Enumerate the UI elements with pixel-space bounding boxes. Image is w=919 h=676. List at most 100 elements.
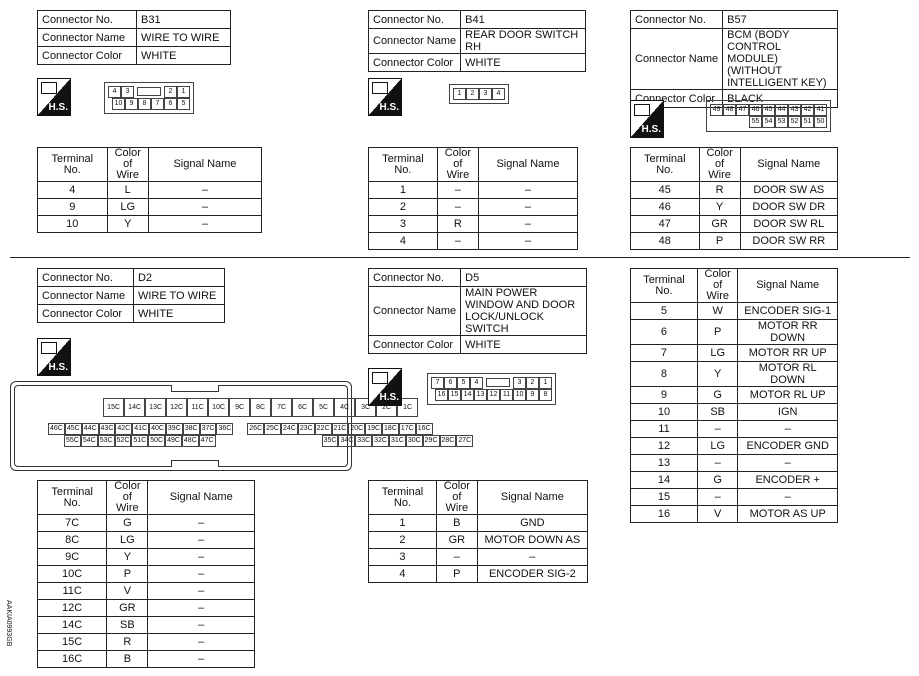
signal-name: –	[147, 633, 255, 651]
pin-row: 46C 45C 44C 43C 42C 41C 40C 39C 38C 37C 36C 26C 25C 2…	[48, 423, 473, 435]
connector-face-d2: 15C 14C 13C 12C 11C 10C 9C 8C 7C 6C 5C 4C 3C 2C 1C 46C 4…	[48, 398, 474, 447]
connector-name: WIRE TO WIRE	[136, 28, 231, 47]
signal-name: DOOR SW RR	[739, 232, 839, 250]
terminal-number: 4	[368, 232, 438, 250]
connector-info-label: Connector Name	[367, 286, 462, 336]
wire-color: W	[696, 302, 739, 320]
connector-pin: 7	[431, 377, 444, 389]
connector-pin: 13C	[145, 398, 167, 417]
pin-row: 16 15 14 13 12 11 10 9 8	[431, 389, 552, 401]
hs-label: H.S.	[48, 362, 68, 373]
table-row: 12C GR –	[36, 599, 255, 617]
connector-pin: 17C	[398, 423, 416, 435]
signal-name: –	[147, 582, 255, 600]
connector-pin: 30C	[405, 435, 423, 447]
connector-pin: 19C	[365, 423, 383, 435]
connector-pin: 53C	[97, 435, 115, 447]
signal-name: MOTOR RL DOWN	[737, 361, 838, 387]
connector-pin: 5C	[313, 398, 335, 417]
wire-color: –	[696, 420, 739, 438]
connector-color: WHITE	[136, 46, 231, 65]
connector-pin: 42	[801, 104, 814, 116]
connector-pin: 18C	[382, 423, 399, 435]
connector-pin: 9	[526, 389, 539, 401]
wire-color: Y	[696, 361, 739, 387]
signal-name: MOTOR AS UP	[737, 505, 838, 523]
terminal-number: 10	[630, 403, 698, 421]
connector-pin: 3	[121, 86, 134, 98]
terminal-table-d2: Terminal No. Color of Wire Signal Name 7C G –…	[36, 480, 255, 668]
connector-pin: 49	[710, 104, 723, 116]
table-row: 47 GR DOOR SW RL	[630, 215, 839, 233]
terminal-number: 45	[630, 181, 700, 199]
wire-color: G	[696, 471, 739, 489]
connector-face-d5: 7 6 5 4 3 2 1 16 15 14 13 12 11 10 9 8	[427, 373, 556, 405]
connector-info-label: Connector No.	[367, 10, 462, 29]
table-header-row: Terminal No. Color of Wire Signal Name	[368, 147, 579, 182]
wire-color: GR	[435, 531, 478, 549]
terminal-number: 8	[630, 361, 698, 387]
signal-name: –	[147, 616, 255, 634]
connector-pin: 13	[474, 389, 487, 401]
terminal-number: 13	[630, 454, 698, 472]
terminal-table-b31: Terminal No. Color of Wire Signal Name 4 L –9…	[37, 147, 263, 233]
connector-pin: 51	[801, 116, 814, 128]
connector-pin: 6C	[292, 398, 314, 417]
signal-name: DOOR SW RL	[739, 215, 839, 233]
header-terminal-no: Terminal No.	[630, 268, 698, 303]
connector-pin: 44	[775, 104, 788, 116]
terminal-number: 9	[630, 386, 698, 404]
header-signal-name: Signal Name	[477, 147, 579, 182]
connector-pin: 8C	[250, 398, 272, 417]
terminal-number: 48	[630, 232, 700, 250]
connector-pin: 53	[775, 116, 788, 128]
connector-pin: 9C	[229, 398, 251, 417]
signal-name: GND	[476, 514, 589, 532]
connector-info-row: Connector No. B57	[629, 10, 838, 29]
connector-info-label: Connector Color	[367, 53, 462, 72]
pin-row: 55 54 53 52 51 50	[710, 116, 827, 128]
connector-pin: 8	[539, 389, 552, 401]
connector-pin: 48	[723, 104, 736, 116]
connector-pin: 3	[479, 88, 492, 100]
connector-pin: 4C	[334, 398, 356, 417]
connector-pin: 10	[112, 98, 125, 110]
header-signal-name: Signal Name	[147, 480, 255, 515]
table-row: 9C Y –	[36, 548, 255, 566]
wire-color: GR	[106, 599, 149, 617]
wire-color: L	[106, 181, 149, 199]
signal-name: –	[147, 198, 263, 216]
connector-pin: 1C	[397, 398, 419, 417]
connector-pin: 32C	[372, 435, 389, 447]
signal-name: –	[477, 215, 579, 233]
connector-face-b31: 4 3 2 1 10 9 8 7 6 5	[104, 82, 194, 114]
wire-color: –	[696, 488, 739, 506]
connector-number: D5	[460, 268, 587, 287]
wire-color: P	[435, 565, 478, 583]
connector-glyph-icon	[372, 82, 388, 94]
terminal-number: 8C	[36, 531, 108, 549]
terminal-number: 9	[37, 198, 108, 216]
connector-pin: 6	[164, 98, 177, 110]
connector-pin: 11C	[187, 398, 209, 417]
connector-pin: 29C	[422, 435, 440, 447]
terminal-number: 14	[630, 471, 698, 489]
connector-pin: 16	[435, 389, 448, 401]
terminal-number: 47	[630, 215, 700, 233]
connector-info-label: Connector Color	[36, 46, 138, 65]
signal-name: MOTOR RL UP	[737, 386, 838, 404]
connector-info-row: Connector No. B41	[367, 10, 586, 29]
table-row: 10C P –	[36, 565, 255, 583]
connector-lock-key	[486, 378, 510, 387]
terminal-number: 1	[368, 181, 438, 199]
connector-pin: 42C	[115, 423, 133, 435]
table-row: 13– –	[630, 454, 838, 472]
terminal-number: 10	[37, 215, 108, 233]
signal-name: –	[147, 548, 255, 566]
table-row: 15C R –	[36, 633, 255, 651]
connector-info-row: Connector Name WIRE TO WIRE	[37, 286, 226, 305]
terminal-number: 11	[630, 420, 698, 438]
connector-pin: 28C	[439, 435, 457, 447]
table-row: 5 W ENCODER SIG-1	[630, 302, 838, 320]
pin-row: 15C 14C 13C 12C 11C 10C 9C 8C 7C 6C 5C 4C 3C 2C 1C	[48, 398, 473, 417]
